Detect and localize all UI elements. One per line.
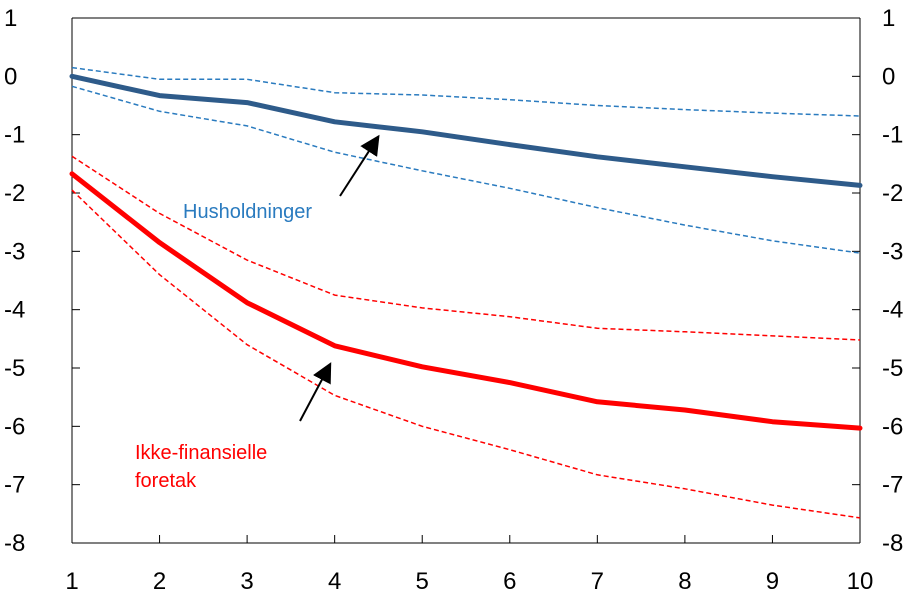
x-tick-label: 9 [766, 568, 779, 595]
y-tick-label-left: -7 [4, 472, 25, 499]
x-tick-label: 8 [678, 568, 691, 595]
series [69, 66, 863, 519]
series-line-3 [69, 171, 863, 431]
dashed-band-line-5 [71, 189, 861, 519]
y-tick-label-right: -2 [882, 180, 903, 207]
y-tick-label-right: -5 [882, 355, 903, 382]
x-tick-label: 10 [847, 568, 874, 595]
annotation-arrow-0 [339, 134, 380, 197]
annotation-line: Husholdninger [183, 201, 312, 223]
y-tick-label-right: -1 [882, 122, 903, 149]
y-tick-label-right: -8 [882, 530, 903, 557]
y-tick-label-left: -6 [4, 413, 25, 440]
x-tick-label: 3 [240, 568, 253, 595]
y-tick-label-right: -3 [882, 238, 903, 265]
x-tick-label: 7 [591, 568, 604, 595]
axes [71, 17, 861, 544]
annotation-line: Ikke-finansielle [135, 442, 267, 464]
annotation-line: foretak [135, 470, 197, 492]
dashed-band-line-1 [71, 66, 861, 117]
x-tick-label: 5 [416, 568, 429, 595]
y-tick-label-left: -3 [4, 238, 25, 265]
y-tick-label-left: 1 [4, 5, 17, 32]
y-tick-label-right: -4 [882, 297, 903, 324]
x-tick-label: 1 [65, 568, 78, 595]
dashed-band-line-2 [71, 85, 861, 254]
x-tick-label: 4 [328, 568, 341, 595]
y-tick-label-right: -7 [882, 472, 903, 499]
annotation-arrow-1 [299, 362, 332, 422]
annotations: Husholdninger Ikke-finansielle foretak [135, 134, 380, 492]
y-tick-label-left: 0 [4, 63, 17, 90]
y-tick-label-right: 0 [882, 63, 895, 90]
y-tick-label-left: -8 [4, 530, 25, 557]
y-tick-label-right: 1 [882, 5, 895, 32]
tick-labels: 1 10 0-1 -1-2 -2-3 -3-4 -4-5 -5-6 -6-7 -7-8 -81 2 3 4… [4, 5, 903, 595]
x-tick-label: 6 [503, 568, 516, 595]
y-tick-label-left: -4 [4, 297, 25, 324]
y-tick-label-right: -6 [882, 413, 903, 440]
annotation-label-1: Ikke-finansielle foretak [135, 442, 267, 492]
y-tick-label-left: -1 [4, 122, 25, 149]
annotation-label-0: Husholdninger [183, 201, 312, 223]
x-tick-label: 2 [153, 568, 166, 595]
dashed-band-line-4 [71, 155, 861, 341]
y-tick-label-left: -5 [4, 355, 25, 382]
y-tick-label-left: -2 [4, 180, 25, 207]
series-line-0 [69, 73, 863, 188]
